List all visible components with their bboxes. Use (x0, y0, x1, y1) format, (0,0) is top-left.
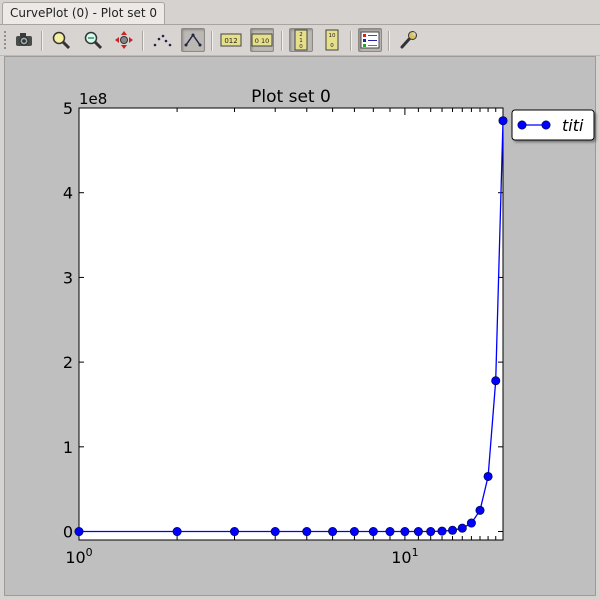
camera-icon (16, 33, 32, 46)
fit-view-button[interactable] (81, 28, 105, 52)
toolbar: 012 0 10 2 1 0 10 0 (0, 25, 600, 56)
toolbar-grip[interactable] (3, 30, 8, 50)
lines-mode-button[interactable] (181, 28, 205, 52)
linear-y-icon: 2 1 0 (294, 29, 308, 51)
points-mode-icon (153, 34, 172, 47)
points-mode-button[interactable] (150, 28, 174, 52)
legend-icon (360, 31, 380, 49)
y-log-button[interactable]: 10 0 (320, 28, 344, 52)
save-image-button[interactable] (12, 28, 36, 52)
x-linear-button[interactable]: 012 (219, 28, 243, 52)
svg-text:0 10: 0 10 (255, 37, 269, 45)
svg-text:10: 10 (329, 33, 336, 39)
plot-panel (4, 56, 596, 596)
svg-text:0: 0 (299, 44, 303, 50)
y-linear-button[interactable]: 2 1 0 (289, 28, 313, 52)
settings-wrench-icon (400, 31, 417, 49)
zoom-reset-icon (84, 31, 103, 50)
zoom-in-icon (52, 31, 71, 50)
lines-mode-icon (184, 33, 202, 47)
svg-text:0: 0 (330, 43, 334, 49)
pan-icon (115, 31, 133, 49)
svg-text:012: 012 (224, 37, 237, 45)
tab-curveplot[interactable]: CurvePlot (0) - Plot set 0 (2, 2, 166, 24)
legend-button[interactable] (358, 28, 382, 52)
svg-text:2: 2 (299, 32, 303, 38)
zoom-button[interactable] (49, 28, 73, 52)
linear-x-icon: 012 (220, 33, 242, 47)
x-log-button[interactable]: 0 10 (250, 28, 274, 52)
log-x-icon: 0 10 (251, 33, 273, 47)
settings-button[interactable] (396, 28, 420, 52)
log-y-icon: 10 0 (325, 29, 339, 51)
tab-bar: CurvePlot (0) - Plot set 0 (0, 0, 600, 25)
svg-text:1: 1 (299, 38, 303, 44)
pan-button[interactable] (112, 28, 136, 52)
